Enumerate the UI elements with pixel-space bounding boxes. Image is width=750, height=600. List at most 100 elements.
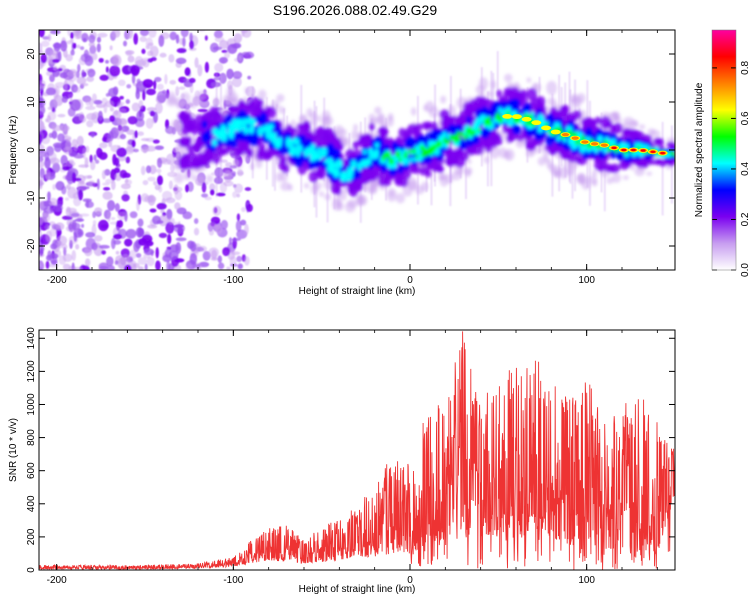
noise-speckle	[237, 55, 242, 61]
noise-speckle	[146, 107, 157, 112]
noise-speckle	[107, 211, 111, 222]
noise-speckle	[74, 218, 85, 222]
ridge-blob	[197, 90, 208, 101]
noise-speckle	[137, 257, 148, 265]
ridge-blob	[430, 147, 435, 154]
ridge-blob	[526, 77, 532, 83]
ridge-blob	[300, 155, 306, 162]
noise-speckle	[165, 221, 175, 234]
noise-speckle	[196, 263, 201, 270]
noise-speckle	[134, 262, 140, 269]
noise-speckle	[42, 212, 51, 223]
snr-x-tick-label: -100	[223, 575, 243, 586]
ridge-blob	[454, 148, 461, 156]
noise-speckle	[47, 106, 54, 111]
ridge-blob	[469, 130, 474, 137]
ridge-blob	[354, 149, 361, 156]
ridge-blob	[434, 129, 442, 139]
ridge-blob	[526, 88, 538, 101]
noise-speckle	[142, 179, 149, 186]
ridge-blob	[597, 137, 602, 143]
ridge-blob	[535, 147, 541, 154]
ridge-blob	[170, 119, 182, 132]
noise-speckle	[73, 177, 82, 182]
noise-speckle	[174, 202, 181, 210]
ridge-blob	[623, 116, 634, 125]
noise-speckle	[187, 240, 195, 250]
ridge-blob	[435, 143, 440, 148]
ridge-blob	[666, 137, 675, 144]
noise-speckle	[147, 194, 156, 206]
noise-speckle	[125, 228, 137, 239]
noise-speckle	[198, 245, 208, 252]
noise-speckle	[57, 67, 63, 72]
ridge-blob	[363, 149, 367, 155]
ridge-blob	[395, 193, 406, 204]
noise-speckle	[110, 237, 116, 250]
noise-speckle	[145, 165, 152, 174]
noise-speckle	[52, 162, 61, 173]
ridge-blob	[222, 166, 234, 178]
spectrogram-y-axis-label: Frequency (Hz)	[8, 116, 19, 185]
ridge-blob	[427, 150, 431, 156]
ridge-blob	[368, 123, 375, 131]
noise-speckle	[135, 227, 144, 238]
ridge-blob	[420, 152, 425, 158]
ridge-blob	[515, 138, 526, 148]
noise-speckle	[118, 79, 126, 87]
noise-speckle	[143, 248, 155, 256]
noise-speckle	[105, 93, 110, 97]
noise-speckle	[59, 124, 70, 132]
noise-speckle	[217, 255, 223, 264]
noise-speckle	[214, 62, 224, 73]
noise-speckle	[169, 79, 177, 85]
noise-speckle	[118, 107, 127, 114]
ridge-blob	[350, 160, 357, 169]
noise-speckle	[136, 86, 140, 95]
ridge-blob	[166, 96, 177, 107]
noise-speckle	[156, 168, 162, 174]
noise-speckle	[168, 54, 175, 63]
noise-speckle	[49, 30, 61, 35]
noise-speckle	[70, 99, 81, 111]
noise-speckle	[111, 30, 121, 38]
noise-speckle	[50, 243, 58, 250]
ridge-blob	[326, 144, 335, 154]
ridge-blob	[366, 158, 372, 165]
noise-speckle	[87, 68, 96, 78]
ridge-blob	[220, 134, 228, 142]
noise-speckle	[139, 36, 147, 43]
colorbar-tick-label: 0.0	[740, 263, 750, 277]
noise-speckle	[78, 189, 84, 201]
ridge-blob	[265, 124, 271, 133]
noise-speckle	[170, 164, 175, 173]
noise-speckle	[145, 88, 156, 96]
ridge-blob	[653, 139, 664, 146]
ridge-blob	[205, 174, 214, 183]
ridge-blob	[223, 146, 231, 155]
noise-speckle	[166, 208, 173, 220]
noise-speckle	[92, 93, 97, 103]
noise-speckle	[41, 40, 50, 48]
ridge-blob	[228, 92, 239, 104]
ridge-blob	[516, 133, 525, 142]
ridge-blob	[411, 163, 420, 175]
ridge-blob	[331, 197, 342, 211]
ridge-blob	[488, 120, 492, 127]
ridge-blob	[228, 136, 239, 148]
ridge-blob	[374, 106, 382, 115]
ridge-blob	[318, 125, 324, 133]
noise-speckle	[84, 55, 94, 67]
ridge-blob	[258, 89, 267, 100]
noise-speckle	[105, 66, 109, 73]
noise-speckle	[47, 33, 52, 42]
ridge-blob	[525, 141, 537, 151]
noise-speckle	[113, 233, 123, 240]
ridge-blob	[586, 143, 591, 149]
ridge-blob	[473, 121, 478, 128]
noise-speckle	[240, 219, 247, 226]
ridge-blob	[308, 160, 316, 170]
ridge-blob	[412, 148, 417, 155]
